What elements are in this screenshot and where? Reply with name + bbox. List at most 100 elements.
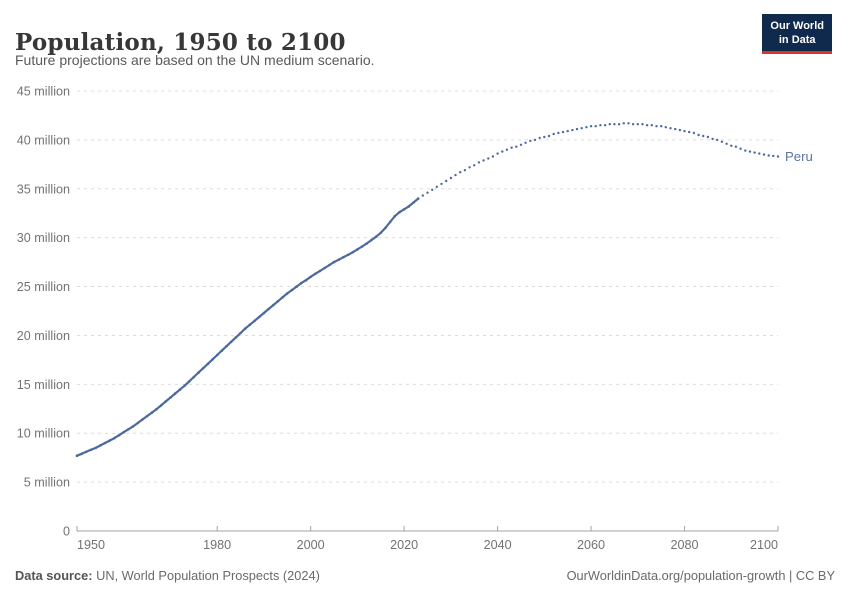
projection-data-point [571,128,574,132]
historical-data-point [178,388,182,392]
projection-data-point [515,145,518,148]
historical-data-point [370,238,373,242]
historical-data-point [141,418,144,421]
historical-data-point [342,255,345,259]
chart-footer: Data source: UN, World Population Prospe… [15,568,835,583]
projection-data-point [510,146,513,149]
owid-logo[interactable]: Our World in Data [762,14,832,54]
historical-data-point [314,272,317,276]
historical-data-point [211,358,214,361]
y-tick-label: 15 million [17,378,70,392]
historical-data-point [173,392,177,395]
projection-data-point [524,141,527,144]
owid-url-license-link[interactable]: OurWorldinData.org/population-growth | C… [566,568,835,583]
chart-subtitle: Future projections are based on the UN m… [15,52,375,68]
historical-data-point [318,269,322,273]
data-source-label: Data source: [15,568,93,583]
y-tick-label: 40 million [17,133,70,147]
y-tick-label: 25 million [17,280,70,294]
historical-data-point [374,235,378,238]
historical-data-point [304,278,308,282]
historical-data-point [169,396,172,399]
historical-data-point [332,260,336,264]
entity-label-peru[interactable]: Peru [785,149,813,164]
historical-data-point [80,452,83,456]
projection-data-point [608,123,611,126]
projection-data-point [720,140,724,143]
projection-data-point [660,125,663,128]
page-title: Population, 1950 to 2100 [15,29,346,57]
historical-series-line[interactable] [75,197,420,457]
data-source-note: Data source: UN, World Population Prospe… [15,568,320,583]
projection-data-point [730,144,733,147]
projection-data-point [575,127,579,131]
historical-data-point [328,263,331,267]
historical-data-point [201,366,205,370]
historical-data-point [225,344,228,348]
projection-data-point [725,142,728,145]
projection-data-point [776,155,780,158]
x-tick-label: 2060 [577,538,605,552]
projection-data-point [678,128,682,132]
projection-data-point [580,127,583,130]
historical-data-point [234,336,238,339]
projection-data-point [739,147,742,150]
historical-data-point [239,331,242,335]
projection-data-point [655,125,658,128]
projection-data-point [431,188,434,191]
y-tick-label: 5 million [24,476,70,490]
historical-data-point [402,208,406,211]
projection-data-point [734,145,738,148]
historical-data-point [164,400,168,403]
x-tick-label: 1950 [77,538,105,552]
projection-data-point [491,155,495,158]
projection-data-point [636,123,639,126]
projection-data-point [557,131,560,135]
historical-data-point [416,197,420,200]
x-tick-label: 2020 [390,538,418,552]
historical-data-point [253,319,256,323]
historical-data-point [346,253,350,257]
projection-data-point [463,169,467,172]
historical-data-point [206,362,210,366]
y-tick-label: 0 [63,525,70,539]
historical-data-point [192,375,196,379]
historical-data-point [384,226,387,230]
historical-data-point [243,327,247,330]
projection-data-point [627,122,630,125]
historical-data-point [155,408,158,411]
historical-data-point [113,436,116,440]
historical-data-point [272,303,275,307]
historical-data-point [159,404,163,407]
historical-data-point [407,205,411,208]
historical-data-point [127,428,130,431]
projection-data-point [767,154,770,157]
projection-data-point [688,130,691,134]
projection-data-point [440,182,443,186]
projection-data-point [459,171,462,174]
historical-data-point [351,251,355,254]
projection-data-point [702,134,705,138]
projection-data-point [445,179,448,183]
historical-data-point [300,281,303,285]
projection-data-point [589,125,593,128]
owid-logo-line1: Our World [770,20,824,32]
projection-data-point [496,152,499,155]
x-tick-label: 1980 [203,538,231,552]
projection-data-point [706,135,710,139]
projection-data-point [552,132,555,136]
historical-data-point [393,214,397,218]
historical-data-point [145,414,149,418]
historical-data-point [150,411,154,415]
historical-data-point [136,421,140,425]
x-tick-label: 2040 [484,538,512,552]
projection-data-point [543,135,546,139]
projection-data-point [585,126,588,129]
projection-data-point [501,150,504,153]
projection-data-point [697,133,700,137]
historical-data-point [103,441,107,445]
historical-data-point [295,285,298,288]
projection-data-point [538,136,541,140]
